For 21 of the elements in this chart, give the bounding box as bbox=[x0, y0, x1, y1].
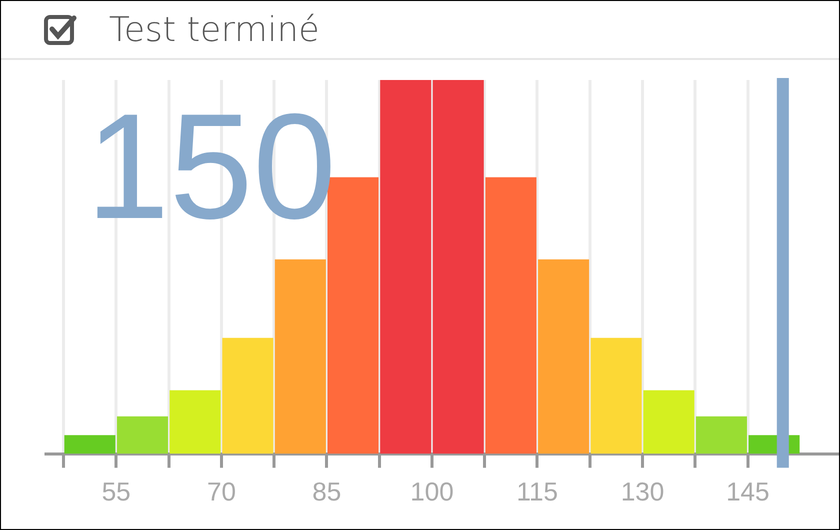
bar bbox=[590, 338, 642, 454]
x-tick-label: 85 bbox=[312, 476, 342, 507]
bar bbox=[485, 177, 536, 454]
x-tick-label: 55 bbox=[102, 476, 131, 507]
bar bbox=[380, 80, 432, 454]
bar bbox=[643, 390, 694, 454]
bar bbox=[432, 80, 484, 454]
ref-line-label: 150 bbox=[86, 82, 336, 250]
bar bbox=[696, 416, 747, 454]
x-tick-label: 145 bbox=[726, 476, 770, 507]
x-tick-label: 100 bbox=[410, 476, 454, 507]
bar bbox=[222, 338, 274, 454]
x-tick-label: 115 bbox=[516, 476, 558, 507]
bar bbox=[538, 259, 590, 454]
bar bbox=[274, 259, 326, 454]
bar bbox=[170, 390, 221, 454]
x-tick-label: 70 bbox=[206, 476, 236, 507]
chart-title: Test terminé bbox=[109, 10, 320, 50]
bar bbox=[116, 416, 168, 454]
bar bbox=[64, 435, 116, 454]
x-tick-label: 130 bbox=[620, 476, 664, 507]
